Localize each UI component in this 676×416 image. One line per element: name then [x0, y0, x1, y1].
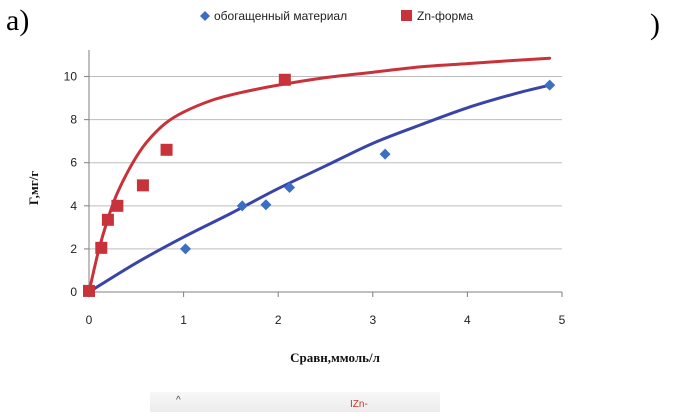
legend-label-series2: Zn-форма [417, 9, 473, 23]
x-axis-title: Сравн,ммоль/л [290, 350, 380, 365]
x-tick-labels: 0 1 2 3 4 5 [86, 313, 566, 327]
point-series2-5 [160, 143, 173, 156]
legend-label-series1: обогащенный материал [214, 9, 347, 23]
point-series1-3 [260, 199, 272, 211]
axes [84, 50, 563, 297]
point-series2-3 [111, 199, 124, 212]
x-tick-label-1: 1 [180, 313, 187, 327]
point-series1-1 [179, 243, 191, 255]
y-tick-label-2: 2 [70, 242, 77, 256]
point-series1-4 [284, 182, 296, 194]
x-tick-label-2: 2 [275, 313, 282, 327]
data-points [83, 73, 556, 298]
y-tick-label-4: 4 [70, 199, 77, 213]
point-series2-0 [83, 284, 95, 297]
fit-curve-series2 [87, 56, 552, 294]
y-axis-title: Г,мг/г [26, 171, 41, 205]
point-series2-1 [95, 241, 108, 254]
legend-marker-series2 [401, 10, 412, 21]
fit-curve-series1 [87, 83, 552, 294]
legend-marker-series1 [200, 11, 210, 21]
point-series1-2 [236, 200, 248, 212]
point-series2-2 [101, 213, 114, 226]
footer-zn-text: IZn- [350, 399, 368, 410]
x-tick-label-0: 0 [86, 313, 93, 327]
y-tick-labels: 0 2 4 6 8 10 [64, 70, 78, 299]
x-tick-label-4: 4 [464, 313, 471, 327]
y-tick-label-10: 10 [64, 70, 78, 84]
x-tick-label-3: 3 [369, 313, 376, 327]
point-series1-6 [544, 79, 556, 91]
y-tick-label-6: 6 [70, 156, 77, 170]
x-tick-label-5: 5 [559, 313, 566, 327]
panel-label: а) [6, 4, 30, 37]
point-series1-5 [379, 148, 391, 160]
point-series2-6 [278, 73, 291, 86]
fit-curves [87, 56, 552, 294]
footer-strip [150, 392, 440, 412]
gridlines [89, 76, 562, 250]
y-tick-label-0: 0 [70, 285, 77, 299]
y-tick-label-8: 8 [70, 113, 77, 127]
footer-caret: ^ [176, 395, 181, 406]
closing-paren: ) [650, 8, 660, 41]
point-series2-4 [136, 179, 149, 192]
legend: обогащенный материал Zn-форма [200, 9, 473, 23]
